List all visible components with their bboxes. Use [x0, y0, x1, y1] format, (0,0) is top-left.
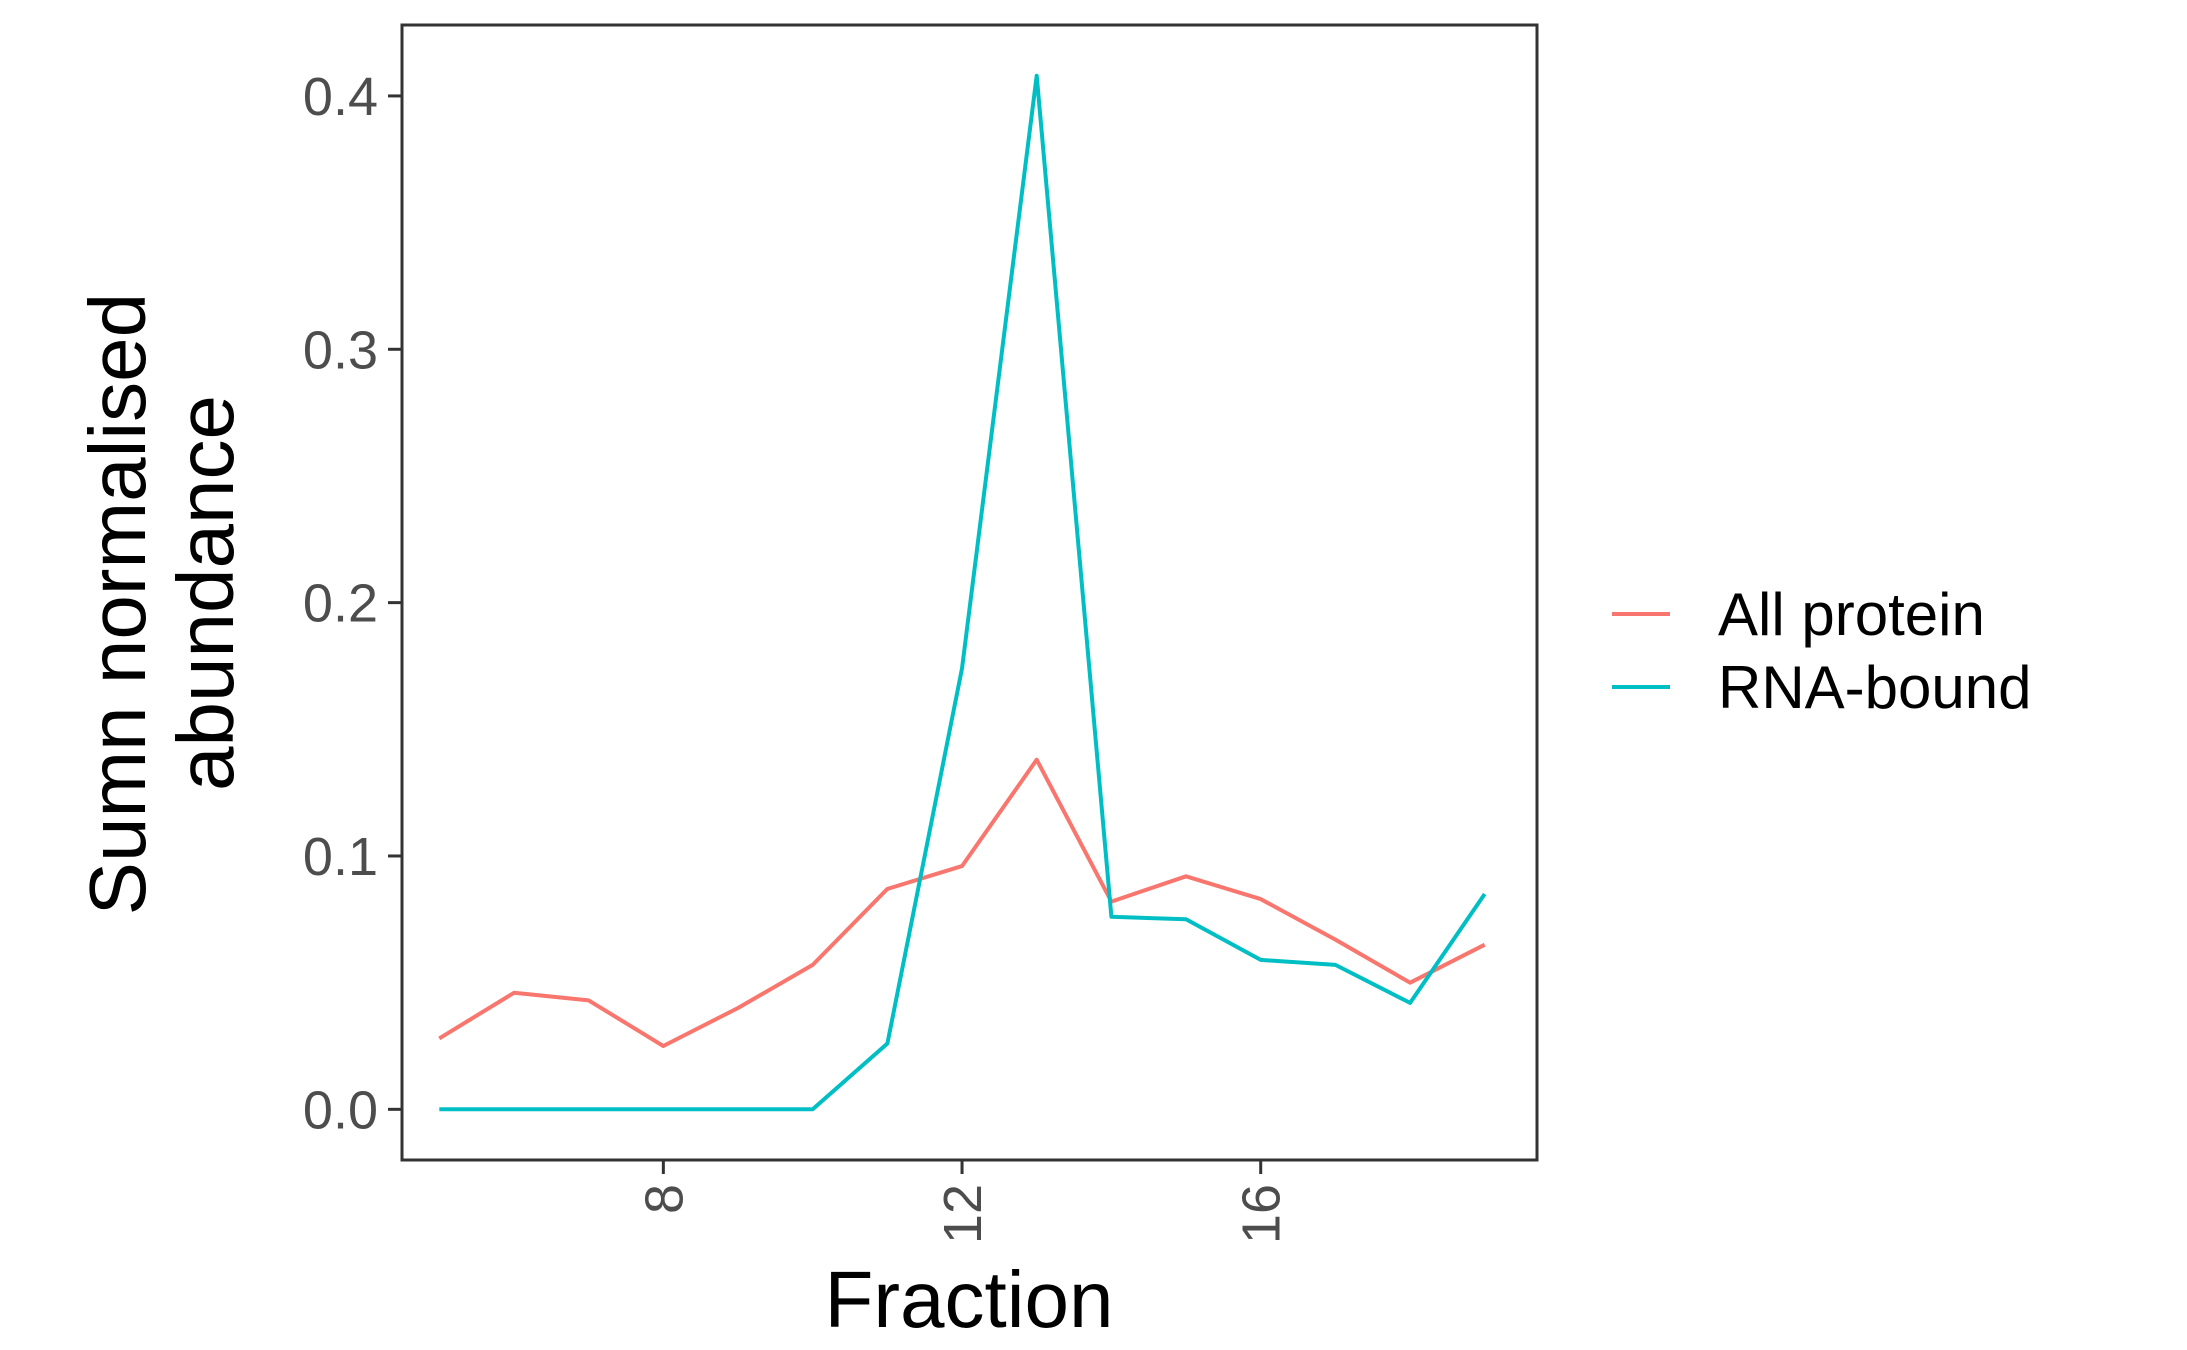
series-layer — [438, 73, 1487, 1112]
x-axis-title: Fraction — [825, 1255, 1114, 1344]
series-line-0 — [438, 757, 1486, 1048]
y-axis-title-line-1: Sumn normalised — [73, 293, 162, 916]
y-tick-label-2: 0.2 — [303, 574, 378, 634]
x-tick-label-1: 12 — [933, 1184, 993, 1244]
x-axis: 8 12 16 — [634, 1160, 1292, 1244]
plot-panel-border — [400, 23, 1539, 1162]
y-axis: 0.0 0.1 0.2 0.3 0.4 — [303, 67, 402, 1140]
y-tick-label-1: 0.1 — [303, 827, 378, 887]
y-tick-label-4: 0.4 — [303, 67, 378, 127]
x-tick-label-0: 8 — [634, 1184, 694, 1214]
y-tick-label-3: 0.3 — [303, 320, 378, 380]
y-axis-title-line-2: abundance — [161, 395, 250, 791]
x-tick-label-2: 16 — [1232, 1184, 1292, 1244]
y-tick-label-0: 0.0 — [303, 1080, 378, 1140]
series-line-1 — [439, 73, 1487, 1112]
legend-label-1: RNA-bound — [1718, 654, 2032, 721]
y-axis-title: Sumn normalised abundance — [73, 271, 250, 916]
legend-label-0: All protein — [1718, 581, 1985, 648]
